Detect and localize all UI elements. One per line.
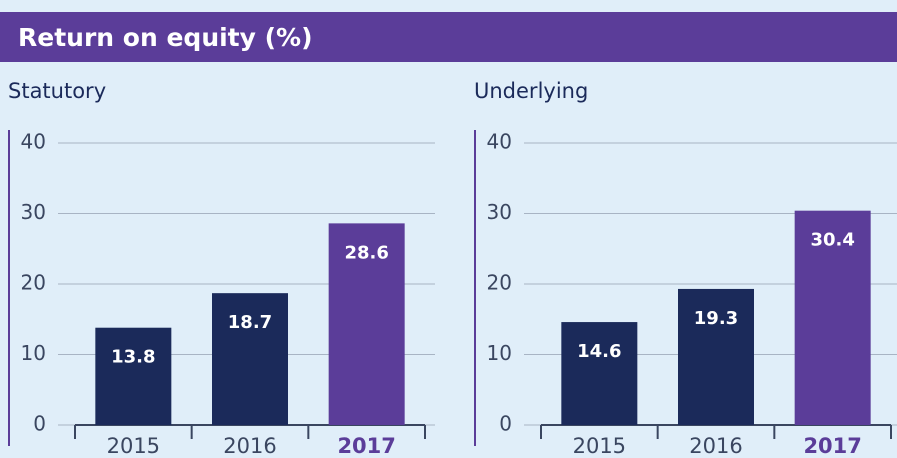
x-tick-label: 2016 xyxy=(223,434,276,458)
bar xyxy=(95,327,172,425)
header-bar xyxy=(0,12,897,62)
chart-subtitle: Underlying xyxy=(474,79,588,103)
bar xyxy=(561,322,638,425)
x-tick-label: 2017 xyxy=(337,434,395,458)
y-tick-label: 0 xyxy=(33,412,46,436)
header-title: Return on equity (%) xyxy=(18,23,313,52)
x-tick-label: 2016 xyxy=(689,434,742,458)
y-tick-label: 20 xyxy=(21,271,46,295)
y-tick-label: 10 xyxy=(21,341,46,365)
data-label: 14.6 xyxy=(577,341,621,362)
y-tick-label: 0 xyxy=(499,412,512,436)
bar xyxy=(212,293,288,425)
y-tick-label: 10 xyxy=(487,341,512,365)
x-tick-label: 2015 xyxy=(573,434,626,458)
data-label: 13.8 xyxy=(111,347,155,368)
data-label: 19.3 xyxy=(694,308,738,329)
bar xyxy=(678,288,754,425)
data-label: 28.6 xyxy=(344,242,388,263)
chart-subtitle: Statutory xyxy=(8,79,106,103)
y-tick-label: 30 xyxy=(21,200,46,224)
y-tick-label: 30 xyxy=(487,200,512,224)
data-label: 30.4 xyxy=(810,230,854,251)
bar xyxy=(794,210,871,425)
x-tick-label: 2015 xyxy=(107,434,160,458)
bar xyxy=(328,223,405,425)
y-tick-label: 40 xyxy=(487,130,512,154)
y-tick-label: 20 xyxy=(487,271,512,295)
y-tick-label: 40 xyxy=(21,130,46,154)
x-tick-label: 2017 xyxy=(803,434,861,458)
data-label: 18.7 xyxy=(228,312,272,333)
